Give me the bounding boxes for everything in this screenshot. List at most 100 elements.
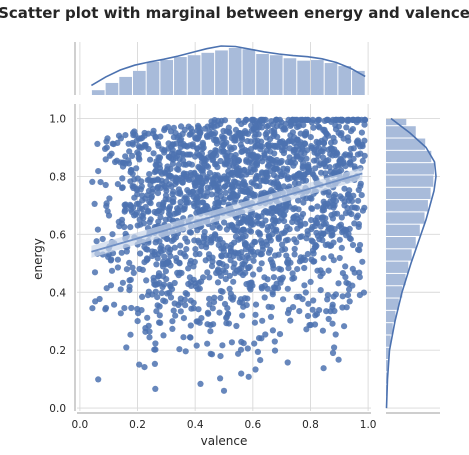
scatter-point (303, 235, 310, 242)
scatter-point (343, 304, 350, 311)
scatter-point (102, 156, 109, 163)
scatter-point (314, 150, 321, 157)
scatter-point (276, 265, 283, 272)
scatter-point (258, 190, 265, 197)
scatter-point (119, 279, 126, 286)
scatter-point (252, 238, 259, 246)
scatter-point (280, 183, 287, 190)
scatter-point (146, 219, 153, 226)
scatter-point (310, 124, 317, 131)
x-hist-bar (352, 70, 365, 95)
scatter-point (203, 241, 210, 248)
scatter-point (284, 260, 291, 267)
scatter-point (294, 266, 301, 273)
scatter-point (324, 241, 332, 248)
y-hist-bar (386, 200, 428, 212)
scatter-point (312, 312, 319, 319)
scatter-point (296, 308, 303, 315)
scatter-point (330, 239, 337, 246)
scatter-point (329, 228, 336, 236)
scatter-point (206, 301, 213, 308)
scatter-point (159, 146, 166, 153)
scatter-point (204, 163, 212, 170)
y-hist-bar (386, 298, 399, 310)
scatter-point (294, 225, 301, 232)
scatter-point (183, 246, 190, 253)
scatter-point (303, 326, 310, 333)
scatter-point (355, 197, 362, 204)
scatter-point (183, 199, 190, 206)
scatter-point (186, 274, 193, 281)
scatter-point (253, 182, 260, 190)
scatter-point (152, 239, 159, 246)
scatter-point (151, 346, 158, 353)
scatter-point (336, 236, 343, 243)
x-hist-bar (338, 66, 352, 95)
scatter-point (302, 140, 309, 148)
scatter-point (211, 136, 218, 144)
scatter-point (247, 286, 254, 293)
scatter-point (134, 175, 141, 182)
scatter-point (257, 146, 264, 153)
scatter-point (359, 157, 366, 164)
scatter-point (291, 116, 298, 123)
scatter-point (350, 145, 357, 152)
scatter-point (170, 141, 177, 148)
scatter-point (148, 193, 155, 200)
scatter-point (210, 131, 217, 138)
scatter-point (185, 265, 192, 272)
scatter-point (239, 253, 246, 261)
scatter-point (93, 238, 100, 245)
scatter-point (96, 295, 103, 303)
scatter-point (223, 313, 230, 321)
x-hist-bar (146, 61, 160, 95)
scatter-point (177, 242, 184, 249)
scatter-point (204, 184, 211, 191)
scatter-point (224, 305, 231, 312)
scatter-point (175, 176, 182, 183)
scatter-point (295, 197, 302, 204)
scatter-point (162, 184, 169, 191)
scatter-point (127, 224, 134, 231)
scatter-point (212, 232, 219, 239)
scatter-point (337, 132, 344, 139)
scatter-point (222, 276, 229, 283)
x-hist-bar (297, 60, 310, 95)
scatter-point (126, 259, 133, 266)
scatter-point (273, 228, 280, 235)
x-marginal-histogram (91, 48, 365, 95)
scatter-point (186, 334, 194, 341)
scatter-point (127, 276, 134, 283)
scatter-point (204, 340, 211, 347)
scatter-point (200, 274, 207, 281)
scatter-point (152, 385, 159, 392)
scatter-point (207, 328, 214, 335)
scatter-point (147, 200, 154, 207)
x-hist-bar (242, 49, 256, 95)
scatter-point (287, 175, 294, 182)
scatter-point (361, 152, 368, 159)
scatter-point (164, 163, 171, 170)
x-hist-bar (119, 76, 132, 95)
scatter-point (99, 235, 106, 243)
scatter-point (209, 157, 216, 164)
scatter-point (259, 119, 266, 126)
scatter-point (239, 271, 247, 279)
scatter-point (94, 140, 101, 147)
scatter-point (151, 251, 158, 258)
scatter-point (163, 235, 170, 242)
scatter-point (271, 150, 278, 157)
scatter-point (254, 137, 261, 144)
scatter-point (141, 364, 148, 371)
scatter-point (252, 175, 260, 182)
scatter-point (97, 179, 104, 186)
scatter-point (264, 142, 271, 149)
scatter-point (128, 304, 135, 312)
scatter-point (217, 193, 225, 200)
scatter-point (178, 136, 185, 143)
scatter-point (176, 189, 183, 196)
scatter-point (196, 152, 203, 159)
scatter-point (235, 165, 242, 172)
scatter-point (252, 143, 259, 150)
scatter-point (316, 307, 323, 314)
